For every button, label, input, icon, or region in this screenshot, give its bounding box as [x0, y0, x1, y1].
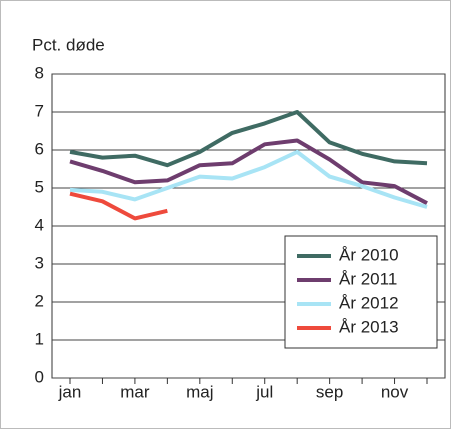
y-tick-label: 8 [35, 63, 44, 82]
legend-label: År 2011 [339, 269, 397, 288]
y-tick-label: 5 [35, 177, 44, 196]
x-tick-label: jan [58, 382, 82, 401]
x-tick-label: maj [186, 382, 213, 401]
y-tick-label: 7 [35, 101, 44, 120]
x-tick-label: mar [120, 382, 150, 401]
data-line [69, 149, 428, 209]
x-tick-label: nov [381, 382, 409, 401]
data-line [69, 110, 428, 168]
legend-label: År 2012 [339, 293, 399, 312]
frame [0, 0, 451, 429]
y-axis-label: Pct. døde [32, 35, 105, 54]
data-line [69, 191, 168, 221]
y-tick-label: 6 [35, 139, 44, 158]
x-tick-label: sep [316, 382, 343, 401]
x-tick-label: jul [255, 382, 273, 401]
y-tick-label: 2 [35, 291, 44, 310]
legend-label: År 2010 [339, 245, 399, 264]
data-line [69, 138, 428, 205]
y-tick-label: 4 [35, 215, 44, 234]
y-tick-label: 0 [35, 367, 44, 386]
y-tick-label: 1 [35, 329, 44, 348]
y-tick-label: 3 [35, 253, 44, 272]
legend-label: År 2013 [339, 317, 399, 336]
